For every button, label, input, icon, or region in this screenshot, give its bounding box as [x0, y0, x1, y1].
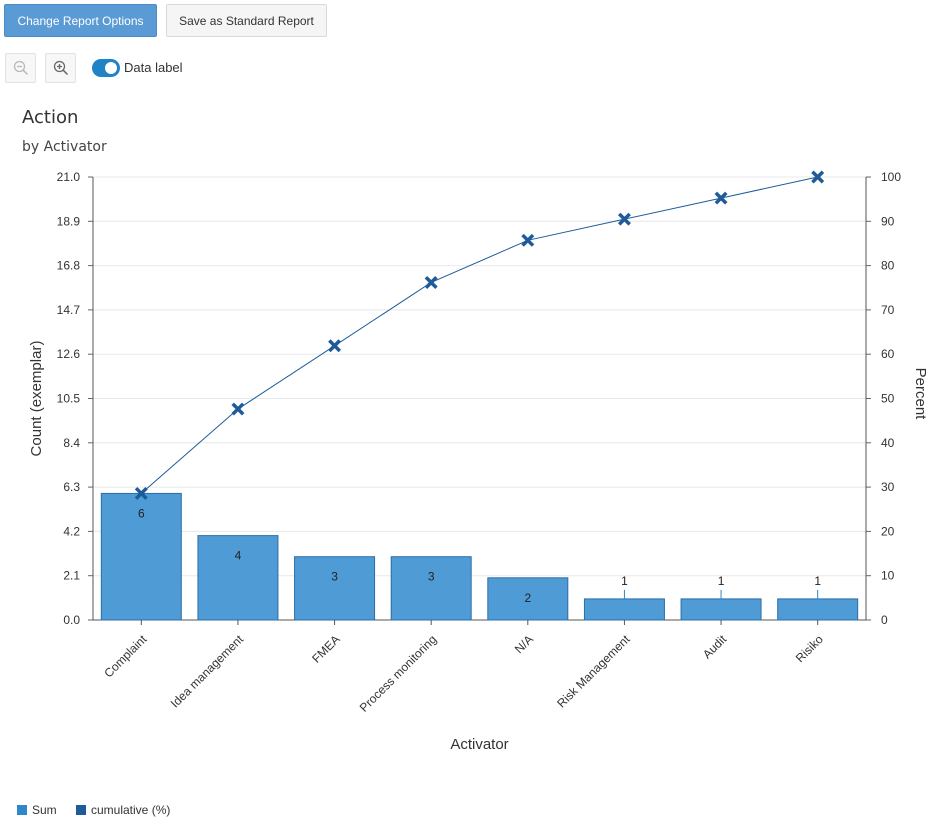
x-tick-label: Process monitoring: [357, 632, 440, 715]
bar: [487, 577, 569, 621]
bar: [294, 556, 376, 621]
chart-subtitle: by Activator: [22, 139, 107, 155]
y2-tick-label: 30: [881, 480, 895, 494]
cumulative-point: [811, 170, 825, 184]
data-label: 3: [428, 570, 435, 584]
y2-axis-title: Percent: [912, 368, 929, 421]
chart-title: Action: [22, 107, 79, 128]
y-tick-label: 10.5: [57, 392, 81, 406]
bar: [390, 556, 472, 621]
x-tick-label: Risk Management: [554, 632, 633, 711]
y2-tick-label: 60: [881, 347, 895, 361]
cumulative-point: [231, 402, 245, 416]
zoom-in-button[interactable]: [45, 53, 76, 83]
y-axis-title: Count (exemplar): [28, 341, 45, 457]
x-tick-label: Complaint: [101, 632, 150, 681]
cumulative-point: [521, 233, 535, 247]
y2-tick-label: 80: [881, 259, 895, 273]
y-tick-label: 16.8: [57, 259, 81, 273]
data-label: 4: [235, 549, 242, 563]
x-tick-label: Idea management: [168, 632, 247, 711]
y-tick-label: 14.7: [57, 303, 81, 317]
data-label-toggle[interactable]: [92, 59, 120, 77]
y2-tick-label: 50: [881, 392, 895, 406]
change-report-options-button[interactable]: Change Report Options: [4, 4, 157, 37]
y-tick-label: 4.2: [63, 524, 80, 538]
cumulative-point: [134, 486, 148, 500]
data-label: 1: [621, 574, 628, 588]
cumulative-point: [328, 339, 342, 353]
x-tick-label: Risiko: [793, 632, 826, 665]
bar: [680, 598, 762, 621]
y-tick-label: 18.9: [57, 214, 81, 228]
legend-label-sum: Sum: [32, 803, 57, 817]
data-label: 1: [718, 574, 725, 588]
y-tick-label: 6.3: [63, 480, 80, 494]
x-tick-label: Audit: [700, 632, 730, 662]
pareto-chart: 0.0 2.1 4.2 6.3 8.4 10.5 12.6 14.7 16.8 18.9 21.0 0…: [28, 170, 929, 753]
bar: [583, 598, 665, 621]
zoom-out-button[interactable]: [5, 53, 36, 83]
data-label: 1: [814, 574, 821, 588]
y2-tick-label: 100: [881, 170, 901, 184]
y2-tick-label: 90: [881, 214, 895, 228]
bar: [777, 598, 859, 621]
legend-swatch-sum: [17, 805, 27, 815]
legend-item-cumulative[interactable]: cumulative (%): [76, 803, 170, 817]
y2-tick-label: 70: [881, 303, 895, 317]
x-tick-label: FMEA: [309, 632, 342, 665]
cumulative-point: [617, 212, 631, 226]
y-tick-label: 8.4: [63, 436, 80, 450]
data-label: 3: [331, 570, 338, 584]
data-label-toggle-label: Data label: [124, 60, 183, 75]
x-axis-title: Activator: [450, 736, 508, 753]
cumulative-point: [714, 191, 728, 205]
legend-item-sum[interactable]: Sum: [17, 803, 57, 817]
y2-tick-label: 20: [881, 524, 895, 538]
cumulative-line: [140, 176, 818, 494]
y-tick-label: 12.6: [57, 347, 81, 361]
bar: [197, 535, 279, 621]
data-label: 6: [138, 506, 145, 520]
y2-tick-label: 10: [881, 569, 895, 583]
y-tick-label: 21.0: [57, 170, 81, 184]
legend-swatch-cumulative: [76, 805, 86, 815]
data-label: 2: [524, 591, 531, 605]
x-tick-label: N/A: [512, 632, 536, 656]
toggle-knob: [105, 62, 117, 74]
zoom-in-icon: [53, 60, 68, 76]
save-standard-report-button[interactable]: Save as Standard Report: [166, 4, 327, 37]
y-tick-label: 0.0: [63, 613, 80, 627]
y2-tick-label: 0: [881, 613, 888, 627]
y2-tick-label: 40: [881, 436, 895, 450]
zoom-out-icon: [13, 60, 28, 76]
legend-label-cumulative: cumulative (%): [91, 803, 171, 817]
y-tick-label: 2.1: [63, 569, 80, 583]
cumulative-point: [424, 276, 438, 289]
